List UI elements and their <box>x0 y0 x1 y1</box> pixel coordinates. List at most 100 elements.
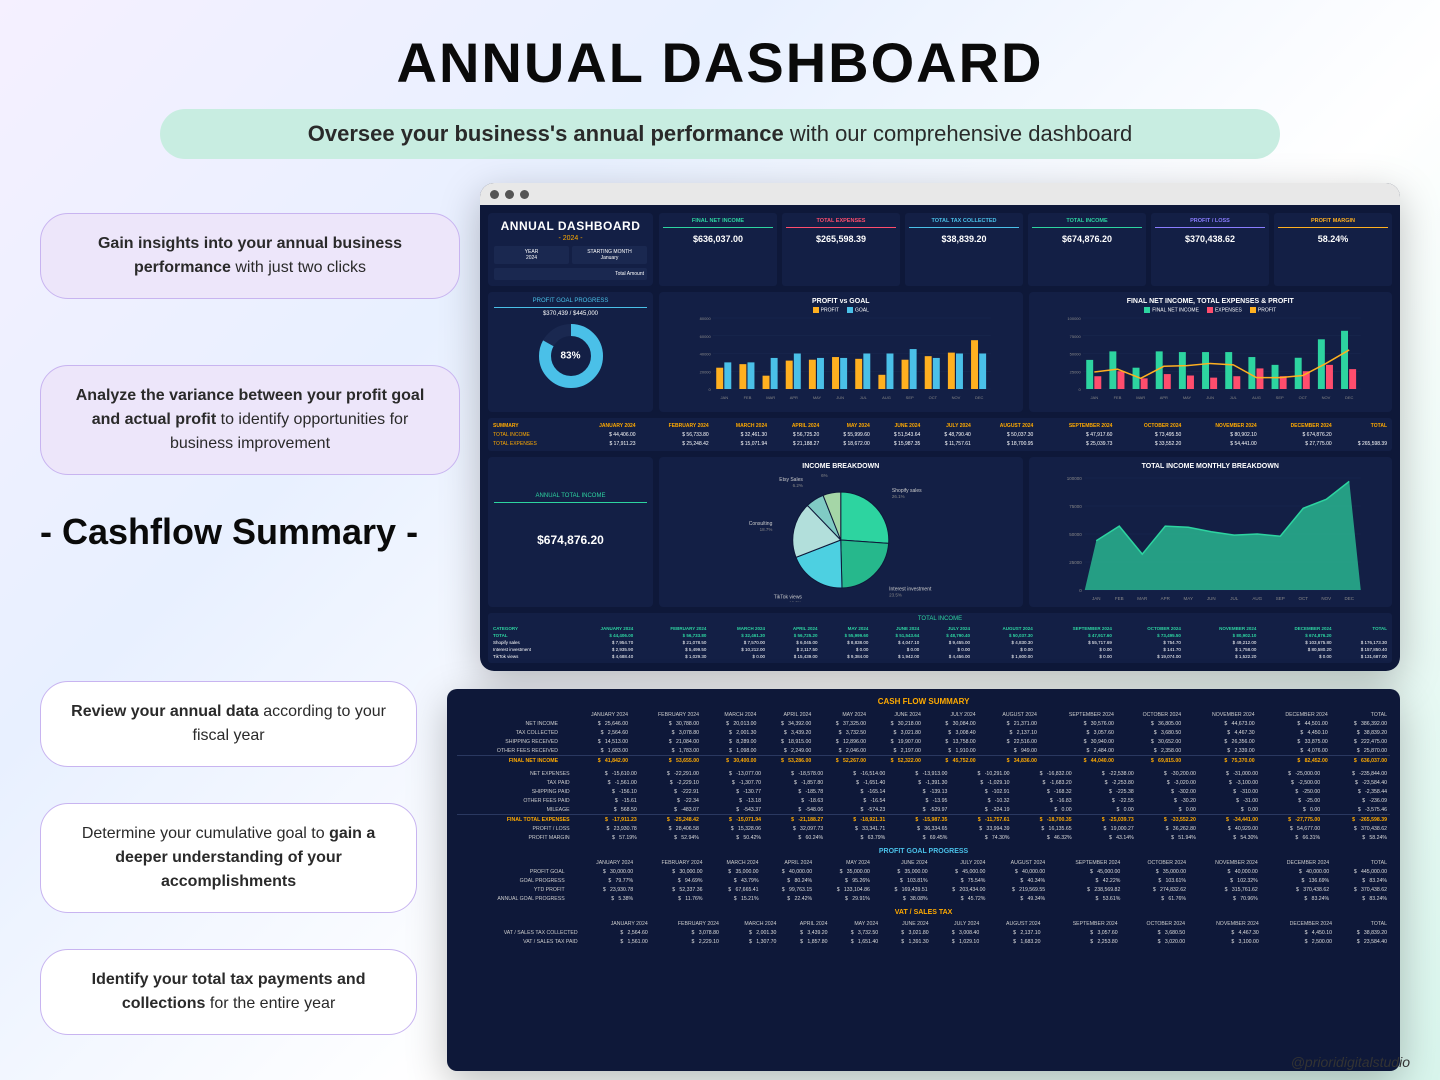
svg-text:100000: 100000 <box>1066 476 1082 481</box>
window-dot[interactable] <box>520 190 529 199</box>
svg-text:25000: 25000 <box>1069 560 1082 565</box>
dashboard-header-panel: ANNUAL DASHBOARD - 2024 - YEAR2024 START… <box>488 213 653 286</box>
profit-vs-goal-chart: PROFIT vs GOAL PROFITGOAL 02000040000600… <box>659 292 1023 412</box>
lower-callouts: Review your annual data according to you… <box>40 671 417 1071</box>
dash-title: ANNUAL DASHBOARD <box>494 219 647 233</box>
income-breakdown-panel: INCOME BREAKDOWN Shopify sales26.1%Inter… <box>659 457 1023 607</box>
svg-text:JUN: JUN <box>1206 596 1215 601</box>
svg-text:0: 0 <box>709 387 712 392</box>
triple-chart: FINAL NET INCOME, TOTAL EXPENSES & PROFI… <box>1029 292 1393 412</box>
profit-goal-progress-panel: PROFIT GOAL PROGRESS $370,439 / $445,000… <box>488 292 653 412</box>
svg-text:SEP: SEP <box>1275 395 1283 400</box>
svg-text:JUN: JUN <box>1206 395 1214 400</box>
kpi-card: PROFIT MARGIN58.24% <box>1274 213 1392 286</box>
year-selector[interactable]: YEAR2024 <box>494 246 569 264</box>
svg-text:FEB: FEB <box>744 395 752 400</box>
subtitle: Oversee your business's annual performan… <box>160 109 1280 159</box>
svg-text:FEB: FEB <box>1113 395 1121 400</box>
svg-text:75000: 75000 <box>1069 504 1082 509</box>
subtitle-rest: with our comprehensive dashboard <box>784 121 1133 146</box>
svg-text:AUG: AUG <box>1252 395 1261 400</box>
svg-text:40000: 40000 <box>700 352 712 357</box>
svg-text:APR: APR <box>1160 596 1170 601</box>
svg-text:MAR: MAR <box>766 395 775 400</box>
svg-text:APR: APR <box>790 395 798 400</box>
dash-year: - 2024 - <box>494 235 647 242</box>
svg-text:75000: 75000 <box>1069 334 1081 339</box>
svg-text:OCT: OCT <box>1298 596 1308 601</box>
svg-text:50000: 50000 <box>1069 352 1081 357</box>
svg-text:MAY: MAY <box>1183 596 1192 601</box>
window-dot[interactable] <box>490 190 499 199</box>
svg-text:26.1%: 26.1% <box>892 494 905 499</box>
svg-text:JAN: JAN <box>721 395 729 400</box>
attribution: @prioridigitalstudio <box>1291 1054 1410 1070</box>
svg-text:25000: 25000 <box>1069 370 1081 375</box>
callout-cumulative: Determine your cumulative goal to gain a… <box>40 803 417 913</box>
kpi-card: TOTAL EXPENSES$265,598.39 <box>782 213 900 286</box>
svg-text:0: 0 <box>1079 588 1082 593</box>
svg-text:SEP: SEP <box>1275 596 1284 601</box>
svg-text:6%: 6% <box>821 473 828 478</box>
svg-text:JAN: JAN <box>1090 395 1098 400</box>
svg-text:NOV: NOV <box>1321 395 1330 400</box>
dashboard-window: ANNUAL DASHBOARD - 2024 - YEAR2024 START… <box>480 183 1400 671</box>
svg-text:19.5%: 19.5% <box>789 600 802 602</box>
donut-percent: 83% <box>560 351 580 362</box>
callout-tax: Identify your total tax payments and col… <box>40 949 417 1035</box>
svg-text:JUL: JUL <box>1229 395 1237 400</box>
svg-text:JUL: JUL <box>1230 596 1238 601</box>
svg-text:60000: 60000 <box>700 334 712 339</box>
svg-text:23.5%: 23.5% <box>889 593 902 598</box>
month-selector[interactable]: STARTING MONTHJanuary <box>572 246 647 264</box>
svg-text:APR: APR <box>1159 395 1167 400</box>
svg-text:20000: 20000 <box>700 370 712 375</box>
kpi-card: TOTAL INCOME$674,876.20 <box>1028 213 1146 286</box>
left-callouts: Gain insights into your annual business … <box>40 183 460 671</box>
monthly-breakdown-panel: TOTAL INCOME MONTHLY BREAKDOWN 025000500… <box>1029 457 1393 607</box>
svg-text:MAR: MAR <box>1136 395 1145 400</box>
svg-text:100000: 100000 <box>1067 316 1081 321</box>
svg-text:50000: 50000 <box>1069 532 1082 537</box>
svg-text:NOV: NOV <box>952 395 961 400</box>
annual-income-panel: ANNUAL TOTAL INCOME $674,876.20 <box>488 457 653 607</box>
svg-text:OCT: OCT <box>1298 395 1307 400</box>
kpi-card: PROFIT / LOSS$370,438.62 <box>1151 213 1269 286</box>
svg-text:OCT: OCT <box>929 395 938 400</box>
window-titlebar <box>480 183 1400 205</box>
svg-text:DEC: DEC <box>1344 395 1353 400</box>
svg-text:0: 0 <box>1078 387 1081 392</box>
kpi-row: FINAL NET INCOME$636,037.00TOTAL EXPENSE… <box>659 213 1392 286</box>
svg-text:JAN: JAN <box>1091 596 1100 601</box>
svg-text:SEP: SEP <box>906 395 914 400</box>
svg-text:6.2%: 6.2% <box>793 483 803 488</box>
svg-text:MAY: MAY <box>1182 395 1191 400</box>
cashflow-window: CASH FLOW SUMMARY JANUARY 2024FEBRUARY 2… <box>447 689 1400 1071</box>
svg-text:NOV: NOV <box>1321 596 1331 601</box>
svg-text:MAY: MAY <box>813 395 822 400</box>
svg-text:AUG: AUG <box>1252 596 1262 601</box>
callout-insights: Gain insights into your annual business … <box>40 213 460 299</box>
svg-text:AUG: AUG <box>882 395 891 400</box>
callout-variance: Analyze the variance between your profit… <box>40 365 460 475</box>
goal-section-title: PROFIT GOAL PROGRESS <box>457 848 1390 855</box>
summary-table: SUMMARYJANUARY 2024FEBRUARY 2024MARCH 20… <box>488 418 1392 451</box>
svg-text:MAR: MAR <box>1137 596 1148 601</box>
window-dot[interactable] <box>505 190 514 199</box>
amount-selector[interactable]: Total Amount <box>494 268 647 280</box>
callout-review: Review your annual data according to you… <box>40 681 417 767</box>
svg-text:JUL: JUL <box>860 395 868 400</box>
total-income-table: TOTAL INCOME CATEGORYJANUARY 2024FEBRUAR… <box>488 613 1392 663</box>
svg-text:80000: 80000 <box>700 316 712 321</box>
vat-section-title: VAT / SALES TAX <box>457 909 1390 916</box>
kpi-card: TOTAL TAX COLLECTED$38,839.20 <box>905 213 1023 286</box>
cashflow-section-title: - Cashflow Summary - <box>40 511 460 553</box>
svg-text:DEC: DEC <box>1344 596 1354 601</box>
kpi-card: FINAL NET INCOME$636,037.00 <box>659 213 777 286</box>
svg-text:FEB: FEB <box>1114 596 1123 601</box>
svg-text:18.7%: 18.7% <box>760 527 773 532</box>
svg-text:JUN: JUN <box>836 395 844 400</box>
svg-text:DEC: DEC <box>975 395 984 400</box>
page-title: ANNUAL DASHBOARD <box>40 30 1400 95</box>
subtitle-bold: Oversee your business's annual performan… <box>308 121 784 146</box>
